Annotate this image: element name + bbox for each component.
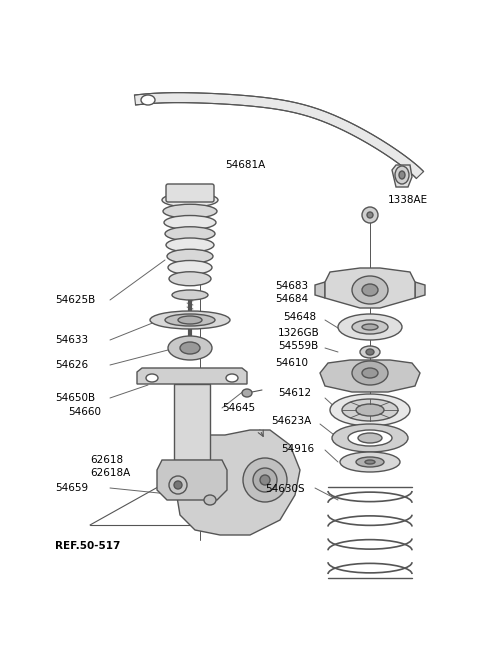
Ellipse shape [165,314,215,326]
Ellipse shape [362,284,378,296]
Text: 54650B: 54650B [55,393,95,403]
Ellipse shape [167,250,213,263]
Text: 54684: 54684 [275,294,308,304]
Ellipse shape [169,272,211,286]
Ellipse shape [163,204,217,218]
Ellipse shape [395,166,409,184]
Ellipse shape [174,481,182,489]
Polygon shape [157,460,227,500]
Ellipse shape [169,476,187,494]
Ellipse shape [338,314,402,340]
Ellipse shape [150,311,230,329]
Text: 54645: 54645 [222,403,255,413]
FancyBboxPatch shape [166,184,214,202]
Ellipse shape [366,349,374,355]
Ellipse shape [362,207,378,223]
Ellipse shape [168,336,212,360]
Ellipse shape [330,394,410,426]
Ellipse shape [180,342,200,354]
Ellipse shape [204,495,216,505]
Text: 54625B: 54625B [55,295,95,305]
Ellipse shape [178,316,202,324]
Ellipse shape [242,389,252,397]
Ellipse shape [352,361,388,385]
Text: 54648: 54648 [283,312,316,322]
Ellipse shape [226,374,238,382]
Polygon shape [320,360,420,392]
Text: 54612: 54612 [278,388,311,398]
Text: 54623A: 54623A [271,416,311,426]
Ellipse shape [162,193,218,207]
Ellipse shape [332,424,408,452]
Text: 54633: 54633 [55,335,88,345]
Text: REF.50-517: REF.50-517 [55,541,120,551]
Text: 1338AE: 1338AE [388,195,428,205]
Ellipse shape [168,261,212,274]
Ellipse shape [141,95,155,105]
Text: 54660: 54660 [68,407,101,417]
Ellipse shape [352,276,388,304]
Ellipse shape [253,468,277,492]
Ellipse shape [358,433,382,443]
Text: 1326GB: 1326GB [278,328,320,338]
Text: 62618A: 62618A [90,468,130,478]
Text: 54630S: 54630S [265,484,305,494]
Polygon shape [325,268,415,308]
Text: 54626: 54626 [55,360,88,370]
Ellipse shape [340,452,400,472]
Ellipse shape [356,457,384,467]
Text: 54659: 54659 [55,483,88,493]
Polygon shape [392,165,412,187]
Polygon shape [315,282,325,298]
Ellipse shape [342,399,398,421]
Ellipse shape [399,171,405,179]
Ellipse shape [164,215,216,229]
Polygon shape [134,92,423,178]
Ellipse shape [146,374,158,382]
Ellipse shape [165,227,215,241]
Ellipse shape [260,475,270,485]
Polygon shape [137,368,247,384]
Ellipse shape [360,346,380,358]
Polygon shape [175,430,300,535]
Text: 54681A: 54681A [225,160,265,170]
Ellipse shape [362,368,378,378]
Ellipse shape [166,238,214,252]
Ellipse shape [352,320,388,334]
Text: 54916: 54916 [281,444,314,454]
Polygon shape [174,384,210,460]
Text: 54610: 54610 [275,358,308,368]
Ellipse shape [365,460,375,464]
Polygon shape [415,282,425,298]
Text: 62618: 62618 [90,455,123,465]
Ellipse shape [362,324,378,330]
Ellipse shape [348,430,392,446]
Ellipse shape [243,458,287,502]
Ellipse shape [356,404,384,416]
Text: 54559B: 54559B [278,341,318,351]
Ellipse shape [172,290,208,300]
Text: 54683: 54683 [275,281,308,291]
Ellipse shape [367,212,373,218]
